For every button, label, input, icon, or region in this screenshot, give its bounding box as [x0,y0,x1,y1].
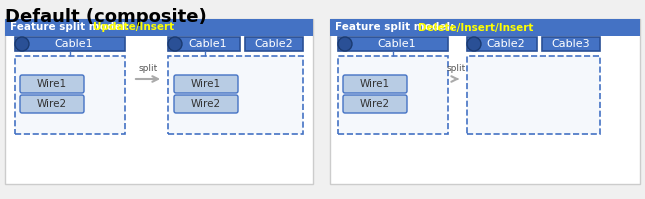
Text: Cable1: Cable1 [55,39,94,49]
FancyBboxPatch shape [5,19,313,184]
FancyBboxPatch shape [20,75,84,93]
FancyBboxPatch shape [245,37,303,51]
FancyBboxPatch shape [174,95,238,113]
FancyBboxPatch shape [5,19,313,36]
Text: Wire2: Wire2 [37,99,67,109]
FancyBboxPatch shape [542,37,600,51]
FancyBboxPatch shape [15,56,125,134]
FancyBboxPatch shape [467,56,600,134]
FancyBboxPatch shape [330,19,640,184]
Text: Cable2: Cable2 [255,39,293,49]
Ellipse shape [15,37,29,51]
Ellipse shape [338,37,352,51]
Ellipse shape [467,37,481,51]
FancyBboxPatch shape [343,95,407,113]
Text: Wire2: Wire2 [360,99,390,109]
FancyBboxPatch shape [15,37,125,51]
Text: Wire1: Wire1 [360,79,390,89]
Text: Cable1: Cable1 [189,39,227,49]
Text: split: split [446,64,466,73]
FancyBboxPatch shape [168,37,240,51]
FancyBboxPatch shape [338,56,448,134]
FancyBboxPatch shape [330,19,640,36]
Text: Delete/Insert/Insert: Delete/Insert/Insert [418,22,533,32]
FancyBboxPatch shape [174,75,238,93]
Text: split: split [139,64,157,73]
FancyBboxPatch shape [338,37,448,51]
Text: Feature split model:: Feature split model: [10,22,133,32]
FancyBboxPatch shape [168,56,303,134]
Text: Wire1: Wire1 [37,79,67,89]
Text: Feature split model:: Feature split model: [335,22,458,32]
FancyBboxPatch shape [343,75,407,93]
Text: Cable3: Cable3 [551,39,590,49]
Text: Wire2: Wire2 [191,99,221,109]
Text: Wire1: Wire1 [191,79,221,89]
Text: Cable2: Cable2 [486,39,526,49]
FancyBboxPatch shape [20,95,84,113]
Text: Update/Insert: Update/Insert [93,22,174,32]
FancyBboxPatch shape [467,37,537,51]
Ellipse shape [168,37,182,51]
Text: Default (composite): Default (composite) [5,8,207,26]
Text: Cable1: Cable1 [378,39,416,49]
